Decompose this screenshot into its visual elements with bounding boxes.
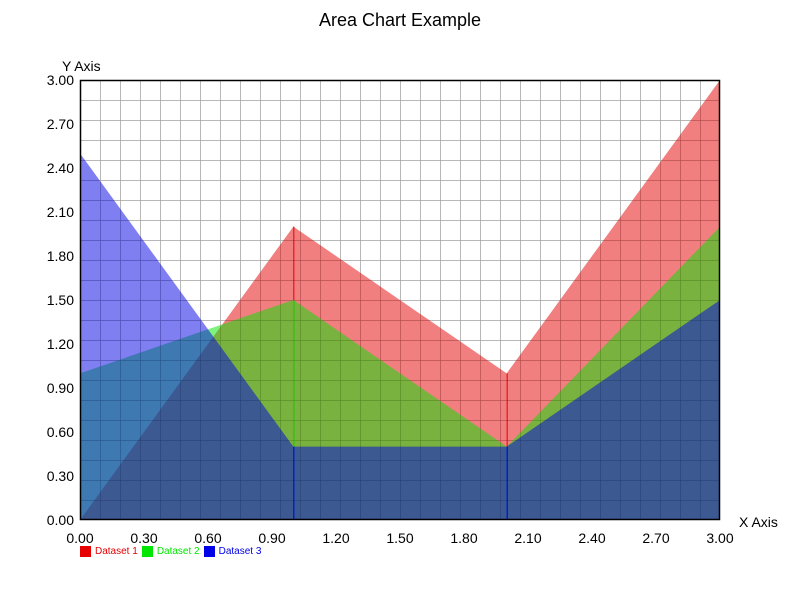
legend: Dataset 1 Dataset 2 Dataset 3 bbox=[80, 546, 265, 557]
legend-label: Dataset 2 bbox=[156, 546, 200, 557]
x-axis-ticks: 0.00 0.30 0.60 0.90 1.20 1.50 1.80 2.10 2.40 2.70… bbox=[66, 530, 733, 546]
y-axis-ticks: 0.00 0.30 0.60 0.90 1.20 1.50 1.80 2.10 2.40 2.70… bbox=[47, 72, 74, 528]
legend-swatch-icon bbox=[141, 546, 153, 557]
svg-text:1.80: 1.80 bbox=[450, 530, 477, 546]
svg-text:2.10: 2.10 bbox=[514, 530, 541, 546]
plot-frame bbox=[79, 79, 721, 521]
svg-text:1.20: 1.20 bbox=[322, 530, 349, 546]
svg-text:0.30: 0.30 bbox=[47, 468, 74, 484]
svg-text:3.00: 3.00 bbox=[706, 530, 733, 546]
area-dataset-3 bbox=[80, 153, 720, 521]
legend-item-dataset-3: Dataset 3 bbox=[203, 546, 262, 557]
svg-text:0.60: 0.60 bbox=[194, 530, 221, 546]
y-axis-label: Y Axis bbox=[62, 58, 101, 74]
svg-text:2.70: 2.70 bbox=[47, 116, 74, 132]
data-areas bbox=[80, 80, 720, 521]
svg-text:1.50: 1.50 bbox=[47, 292, 74, 308]
legend-swatch-icon bbox=[80, 546, 91, 557]
svg-text:1.80: 1.80 bbox=[47, 248, 74, 264]
x-axis-label: X Axis bbox=[739, 514, 778, 530]
svg-text:3.00: 3.00 bbox=[47, 72, 74, 88]
grid-overlay bbox=[80, 80, 720, 520]
legend-item-dataset-1: Dataset 1 bbox=[80, 546, 138, 557]
svg-text:0.60: 0.60 bbox=[47, 424, 74, 440]
legend-item-dataset-2: Dataset 2 bbox=[141, 546, 200, 557]
svg-text:1.50: 1.50 bbox=[386, 530, 413, 546]
svg-text:2.10: 2.10 bbox=[47, 204, 74, 220]
chart-title: Area Chart Example bbox=[318, 10, 482, 30]
svg-text:0.30: 0.30 bbox=[130, 530, 157, 546]
legend-label: Dataset 3 bbox=[218, 546, 262, 557]
svg-text:0.00: 0.00 bbox=[66, 530, 93, 546]
legend-swatch-icon bbox=[203, 546, 215, 557]
svg-text:2.70: 2.70 bbox=[642, 530, 669, 546]
svg-text:0.90: 0.90 bbox=[47, 380, 74, 396]
svg-text:0.90: 0.90 bbox=[258, 530, 285, 546]
svg-text:2.40: 2.40 bbox=[578, 530, 605, 546]
svg-text:1.20: 1.20 bbox=[47, 336, 74, 352]
legend-label: Dataset 1 bbox=[95, 546, 138, 557]
svg-text:0.00: 0.00 bbox=[47, 512, 74, 528]
svg-text:2.40: 2.40 bbox=[47, 160, 74, 176]
